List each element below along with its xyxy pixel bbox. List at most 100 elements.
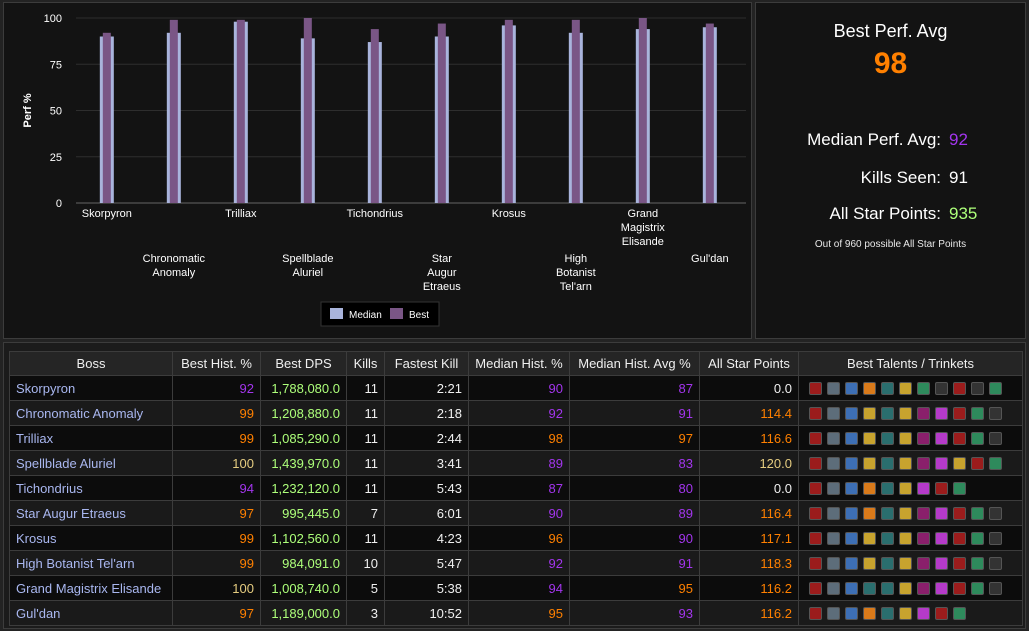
potion-icon[interactable] — [953, 606, 966, 620]
dagger-icon[interactable] — [899, 531, 912, 545]
pink-icon[interactable] — [935, 556, 948, 570]
claw-icon[interactable] — [863, 531, 876, 545]
potion-icon[interactable] — [971, 506, 984, 520]
fury-icon[interactable] — [953, 531, 966, 545]
wind-icon[interactable] — [845, 506, 858, 520]
boss-name-link[interactable]: Skorpyron — [9, 375, 173, 401]
potion-icon[interactable] — [989, 456, 1002, 470]
rune-icon[interactable] — [881, 456, 894, 470]
rune-icon[interactable] — [881, 506, 894, 520]
column-header-best-hist[interactable]: Best Hist. % — [172, 351, 261, 376]
gear-icon[interactable] — [827, 506, 840, 520]
boss-name-link[interactable]: Chronomatic Anomaly — [9, 400, 173, 426]
wind-icon[interactable] — [845, 406, 858, 420]
rune-icon[interactable] — [881, 581, 894, 595]
skull-icon[interactable] — [989, 406, 1002, 420]
claw-icon[interactable] — [863, 406, 876, 420]
fury-icon[interactable] — [953, 506, 966, 520]
fury-icon[interactable] — [953, 556, 966, 570]
wind-icon[interactable] — [845, 381, 858, 395]
column-header-best-dps[interactable]: Best DPS — [260, 351, 347, 376]
bloodlust-icon[interactable] — [809, 606, 822, 620]
fury-icon[interactable] — [953, 431, 966, 445]
fire-icon[interactable] — [863, 381, 876, 395]
pink-icon[interactable] — [935, 531, 948, 545]
boss-name-link[interactable]: Krosus — [9, 525, 173, 551]
column-header-median-hist[interactable]: Median Hist. % — [468, 351, 570, 376]
bloodlust-icon[interactable] — [809, 381, 822, 395]
bloodlust-icon[interactable] — [809, 406, 822, 420]
pink-icon[interactable] — [917, 481, 930, 495]
arcane-icon[interactable] — [917, 581, 930, 595]
rune-icon[interactable] — [881, 381, 894, 395]
rune-icon[interactable] — [881, 606, 894, 620]
dagger-icon[interactable] — [899, 406, 912, 420]
boss-name-link[interactable]: Tichondrius — [9, 475, 173, 501]
fury-icon[interactable] — [953, 581, 966, 595]
gear-icon[interactable] — [827, 456, 840, 470]
fire-icon[interactable] — [863, 606, 876, 620]
dagger-icon[interactable] — [899, 431, 912, 445]
gear-icon[interactable] — [827, 381, 840, 395]
column-header-best-talents-trinkets[interactable]: Best Talents / Trinkets — [798, 351, 1023, 376]
column-header-boss[interactable]: Boss — [9, 351, 173, 376]
boss-name-link[interactable]: Spellblade Aluriel — [9, 450, 173, 476]
wind-icon[interactable] — [845, 481, 858, 495]
claw-icon[interactable] — [863, 556, 876, 570]
fury-icon[interactable] — [935, 481, 948, 495]
boss-name-link[interactable]: Grand Magistrix Elisande — [9, 575, 173, 601]
frost-icon[interactable] — [845, 606, 858, 620]
bloodlust-icon[interactable] — [809, 581, 822, 595]
gear-icon[interactable] — [827, 531, 840, 545]
fury-icon[interactable] — [953, 381, 966, 395]
rune-icon[interactable] — [881, 481, 894, 495]
fury-icon[interactable] — [971, 456, 984, 470]
dagger-icon[interactable] — [899, 556, 912, 570]
potion-icon[interactable] — [971, 531, 984, 545]
rune-icon[interactable] — [881, 406, 894, 420]
skull-icon[interactable] — [989, 506, 1002, 520]
potion-icon[interactable] — [971, 556, 984, 570]
dagger-icon[interactable] — [899, 506, 912, 520]
leaf-icon[interactable] — [917, 381, 930, 395]
potion-icon[interactable] — [971, 406, 984, 420]
rune-icon[interactable] — [863, 581, 876, 595]
pink-icon[interactable] — [935, 406, 948, 420]
feather-icon[interactable] — [935, 381, 948, 395]
column-header-fastest-kill[interactable]: Fastest Kill — [384, 351, 469, 376]
column-header-kills[interactable]: Kills — [346, 351, 385, 376]
arcane-icon[interactable] — [917, 531, 930, 545]
fury-icon[interactable] — [935, 606, 948, 620]
pink-icon[interactable] — [935, 506, 948, 520]
wind-icon[interactable] — [845, 556, 858, 570]
dagger-icon[interactable] — [899, 581, 912, 595]
gear-icon[interactable] — [827, 406, 840, 420]
gear-icon[interactable] — [827, 606, 840, 620]
bloodlust-icon[interactable] — [809, 481, 822, 495]
axe-icon[interactable] — [899, 381, 912, 395]
bloodlust-icon[interactable] — [809, 431, 822, 445]
column-header-all-star-points[interactable]: All Star Points — [699, 351, 799, 376]
rune-icon[interactable] — [881, 431, 894, 445]
gear-icon[interactable] — [827, 431, 840, 445]
pink-icon[interactable] — [935, 431, 948, 445]
wind-icon[interactable] — [845, 456, 858, 470]
boss-name-link[interactable]: Trilliax — [9, 425, 173, 451]
frost-icon[interactable] — [845, 581, 858, 595]
arcane-icon[interactable] — [917, 506, 930, 520]
gear-icon[interactable] — [827, 581, 840, 595]
potion-icon[interactable] — [953, 481, 966, 495]
gold-icon[interactable] — [953, 456, 966, 470]
rune-icon[interactable] — [881, 531, 894, 545]
bloodlust-icon[interactable] — [809, 456, 822, 470]
axe-icon[interactable] — [899, 456, 912, 470]
arcane-icon[interactable] — [917, 406, 930, 420]
boss-name-link[interactable]: High Botanist Tel'arn — [9, 550, 173, 576]
sword-icon[interactable] — [971, 381, 984, 395]
potion-icon[interactable] — [989, 381, 1002, 395]
fire-icon[interactable] — [863, 481, 876, 495]
skull-icon[interactable] — [989, 581, 1002, 595]
gear-icon[interactable] — [827, 556, 840, 570]
bloodlust-icon[interactable] — [809, 506, 822, 520]
skull-icon[interactable] — [989, 531, 1002, 545]
